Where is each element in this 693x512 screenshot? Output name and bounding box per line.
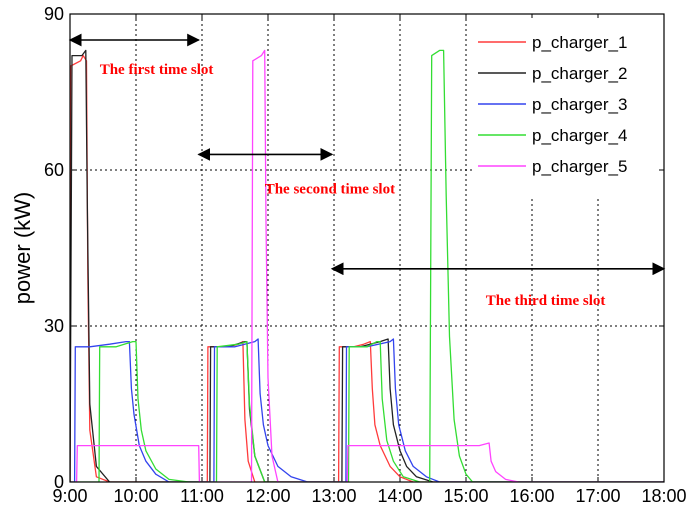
annotation-layer: The first time slot The second time slot T…	[68, 33, 666, 309]
time-slot-label: The second time slot	[265, 181, 395, 197]
plot-frame	[69, 13, 665, 483]
time-slot-label: The first time slot	[100, 62, 214, 78]
legend-label: p_charger_2	[532, 64, 627, 83]
x-tick-label: 18:00	[641, 486, 686, 506]
legend-label: p_charger_3	[532, 95, 627, 114]
y-axis-label: power (kW)	[10, 192, 35, 304]
grid	[70, 14, 664, 482]
x-tick-label: 9:00	[52, 486, 87, 506]
x-tick-label: 17:00	[575, 486, 620, 506]
legend-label: p_charger_4	[532, 126, 627, 145]
y-tick-label: 0	[54, 472, 64, 492]
x-tick-label: 16:00	[509, 486, 554, 506]
x-tick-label: 10:00	[113, 486, 158, 506]
x-tick-label: 13:00	[311, 486, 356, 506]
series-layer	[70, 49, 664, 482]
x-tick-label: 11:00	[180, 486, 224, 506]
y-tick-label: 90	[44, 4, 64, 24]
legend: p_charger_1 p_charger_2 p_charger_3 p_charg…	[472, 18, 658, 198]
x-tick-label: 15:00	[443, 486, 488, 506]
legend-label: p_charger_1	[532, 33, 627, 52]
x-tick-label: 14:00	[377, 486, 422, 506]
x-axis-ticks: 9:00 10:00 11:00 12:00 13:00 14:00 15:00 16:00 1…	[52, 14, 687, 506]
series-line-p-charger-5	[70, 49, 664, 482]
legend-box	[472, 18, 658, 198]
y-tick-label: 60	[44, 160, 64, 180]
x-tick-label: 12:00	[245, 486, 290, 506]
y-axis-ticks: 0 30 60 90	[44, 4, 664, 492]
y-tick-label: 30	[44, 316, 64, 336]
series-line-p-charger-4	[70, 49, 664, 482]
series-line-p-charger-3	[70, 338, 664, 482]
legend-label: p_charger_5	[532, 157, 627, 176]
time-slot-label: The third time slot	[486, 293, 606, 309]
